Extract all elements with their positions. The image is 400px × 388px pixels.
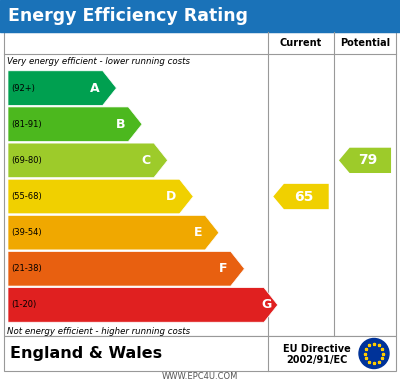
Circle shape: [359, 338, 389, 369]
Text: Not energy efficient - higher running costs: Not energy efficient - higher running co…: [7, 326, 190, 336]
Text: (21-38): (21-38): [11, 264, 42, 273]
Polygon shape: [8, 288, 278, 322]
Bar: [4, 32, 396, 336]
Text: England & Wales: England & Wales: [10, 346, 162, 361]
Bar: [0, 0, 400, 32]
Text: Potential: Potential: [340, 38, 390, 48]
Text: F: F: [219, 262, 228, 275]
Text: (69-80): (69-80): [11, 156, 42, 165]
Polygon shape: [339, 148, 391, 173]
Polygon shape: [8, 179, 193, 214]
Text: (1-20): (1-20): [11, 300, 36, 309]
Text: E: E: [194, 226, 202, 239]
Text: (55-68): (55-68): [11, 192, 42, 201]
Text: WWW.EPC4U.COM: WWW.EPC4U.COM: [162, 372, 238, 381]
Polygon shape: [8, 71, 116, 106]
Polygon shape: [8, 251, 244, 286]
Text: 65: 65: [294, 189, 314, 203]
Polygon shape: [8, 143, 168, 178]
Text: Energy Efficiency Rating: Energy Efficiency Rating: [8, 7, 248, 25]
Text: D: D: [166, 190, 176, 203]
Text: B: B: [116, 118, 125, 131]
Text: 2002/91/EC: 2002/91/EC: [286, 355, 347, 364]
Text: C: C: [142, 154, 151, 167]
Text: (81-91): (81-91): [11, 120, 42, 129]
Polygon shape: [273, 184, 329, 209]
Text: Current: Current: [280, 38, 322, 48]
Polygon shape: [8, 215, 219, 250]
Text: (92+): (92+): [11, 83, 35, 93]
Text: Very energy efficient - lower running costs: Very energy efficient - lower running co…: [7, 57, 190, 66]
Text: A: A: [90, 81, 100, 95]
Polygon shape: [8, 107, 142, 142]
Text: G: G: [262, 298, 272, 312]
Bar: [4, 336, 396, 371]
Text: (39-54): (39-54): [11, 228, 42, 237]
Text: 79: 79: [358, 153, 378, 167]
Text: EU Directive: EU Directive: [283, 343, 350, 353]
